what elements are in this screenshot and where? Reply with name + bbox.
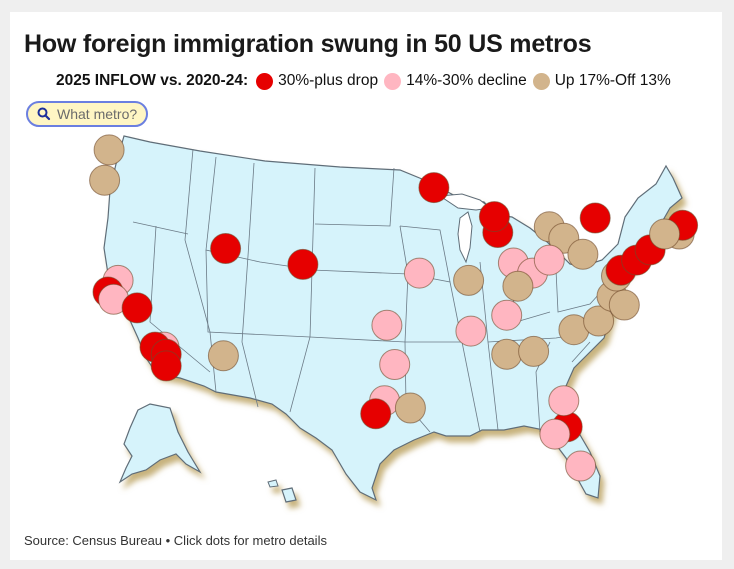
legend-item-mixed: Up 17%-Off 13% bbox=[532, 72, 671, 90]
legend-title: 2025 INFLOW vs. 2020-24: bbox=[56, 72, 249, 89]
metro-dot-mixed[interactable] bbox=[649, 218, 681, 250]
legend-label-decline: 14%-30% decline bbox=[406, 72, 527, 89]
metro-dot-decline[interactable] bbox=[403, 257, 435, 289]
metro-dot-decline[interactable] bbox=[539, 418, 571, 450]
metro-dot-mixed[interactable] bbox=[518, 335, 550, 367]
metro-dot-drop[interactable] bbox=[150, 350, 182, 382]
border-line bbox=[149, 225, 211, 373]
legend-label-mixed: Up 17%-Off 13% bbox=[554, 72, 671, 89]
search-input[interactable] bbox=[57, 106, 145, 122]
border-line bbox=[399, 225, 451, 283]
border-line bbox=[461, 341, 481, 433]
metro-dot-decline[interactable] bbox=[371, 309, 403, 341]
page-title: How foreign immigration swung in 50 US m… bbox=[24, 30, 592, 58]
legend-label-drop: 30%-plus drop bbox=[278, 72, 379, 89]
border-line bbox=[571, 341, 591, 363]
metro-dots bbox=[89, 134, 699, 482]
legend: 2025 INFLOW vs. 2020-24: 30%-plus drop 1… bbox=[56, 70, 677, 92]
hawaii-island bbox=[281, 487, 297, 503]
legend-swatch-drop bbox=[256, 72, 274, 90]
metro-dot-drop[interactable] bbox=[287, 248, 319, 280]
legend-item-decline: 14%-30% decline bbox=[384, 72, 527, 90]
metro-dot-decline[interactable] bbox=[491, 299, 523, 331]
great-lakes-michigan bbox=[457, 211, 473, 264]
metro-dot-drop[interactable] bbox=[360, 398, 392, 430]
map-card: How foreign immigration swung in 50 US m… bbox=[10, 12, 722, 560]
metro-dot-mixed[interactable] bbox=[583, 305, 615, 337]
metro-dot-decline[interactable] bbox=[533, 244, 565, 276]
metro-dot-mixed[interactable] bbox=[567, 238, 599, 270]
metro-dot-drop[interactable] bbox=[478, 201, 510, 233]
metro-dot-drop[interactable] bbox=[418, 172, 450, 204]
metro-dot-mixed[interactable] bbox=[608, 289, 640, 321]
metro-dot-mixed[interactable] bbox=[394, 392, 426, 424]
metro-dot-drop[interactable] bbox=[121, 292, 153, 324]
metro-dot-mixed[interactable] bbox=[491, 338, 523, 370]
border-line bbox=[314, 167, 395, 227]
border-line bbox=[205, 249, 311, 338]
border-line bbox=[289, 167, 316, 413]
legend-item-drop: 30%-plus drop bbox=[256, 72, 378, 90]
metro-dot-mixed[interactable] bbox=[89, 164, 121, 196]
hawaii-maui bbox=[267, 479, 279, 488]
metro-dot-mixed[interactable] bbox=[453, 264, 485, 296]
legend-swatch-decline bbox=[384, 72, 402, 90]
metro-dot-mixed[interactable] bbox=[93, 134, 125, 166]
metro-dot-drop[interactable] bbox=[579, 202, 611, 234]
legend-swatch-mixed bbox=[532, 72, 550, 90]
search-icon bbox=[37, 107, 51, 121]
border-line bbox=[241, 162, 259, 408]
metro-search[interactable] bbox=[26, 101, 148, 127]
us-map bbox=[89, 134, 699, 503]
metro-dot-decline[interactable] bbox=[548, 385, 580, 417]
metro-dot-mixed[interactable] bbox=[207, 340, 239, 372]
metro-dot-decline[interactable] bbox=[379, 349, 411, 380]
metro-dot-drop[interactable] bbox=[210, 233, 242, 264]
source-note: Source: Census Bureau • Click dots for m… bbox=[24, 533, 327, 548]
metro-dot-decline[interactable] bbox=[455, 315, 487, 347]
border-line bbox=[132, 221, 189, 235]
metro-dot-mixed[interactable] bbox=[502, 270, 534, 302]
alaska-shape bbox=[118, 403, 202, 484]
metro-dot-decline[interactable] bbox=[565, 450, 597, 482]
